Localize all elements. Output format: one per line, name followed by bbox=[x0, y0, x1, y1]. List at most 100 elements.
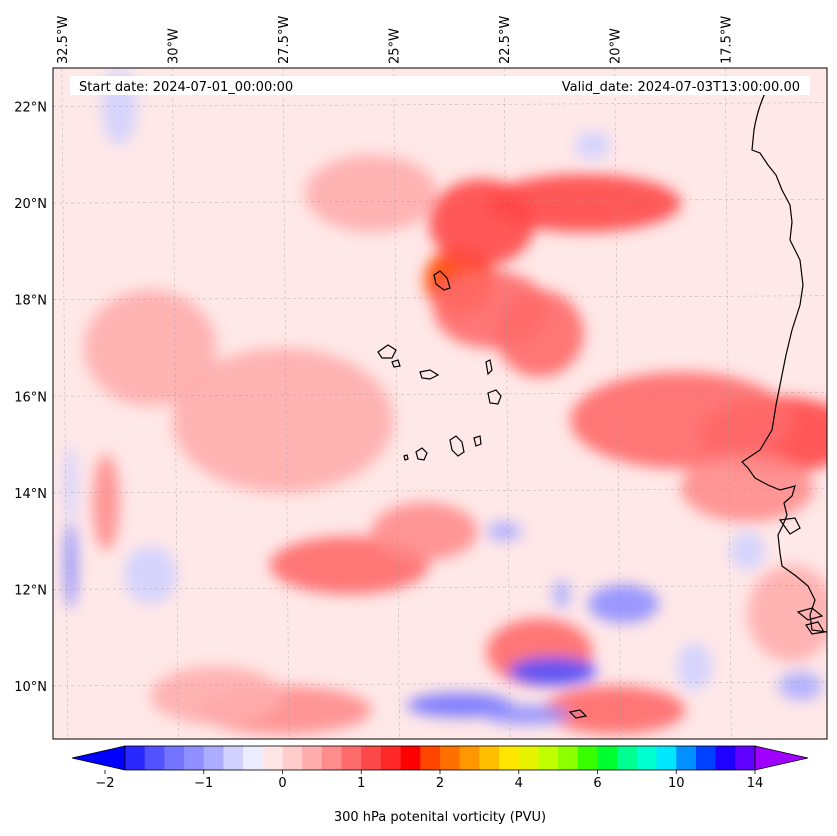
colorbar-tick-label: 0 bbox=[278, 776, 286, 791]
colorbar-extend-low bbox=[71, 745, 126, 771]
latitude-label: 18°N bbox=[14, 294, 47, 309]
colorbar-cell bbox=[361, 746, 382, 770]
colorbar-cell bbox=[440, 746, 461, 770]
pv-feature-6 bbox=[570, 372, 792, 469]
pv-feature-16 bbox=[83, 290, 217, 406]
colorbar-tick-label: −1 bbox=[194, 776, 213, 791]
pv-feature-32 bbox=[123, 545, 177, 604]
colorbar-cell bbox=[518, 746, 539, 770]
colorbar-cell bbox=[735, 746, 756, 770]
pv-feature-25 bbox=[64, 444, 78, 522]
pv-feature-14 bbox=[92, 454, 120, 551]
coast-islet-a bbox=[778, 517, 801, 535]
colorbar-cell bbox=[656, 746, 677, 770]
high-pv-core-contour-south bbox=[568, 709, 588, 719]
longitude-labels: 32.5°W 30°W 27.5°W 25°W 22.5°W 20°W 17.5°W bbox=[56, 16, 734, 64]
island-santiago bbox=[449, 435, 465, 457]
valid-date-label: Valid_date: 2024-07-03T13:00:00.00 bbox=[562, 80, 800, 95]
pv-feature-7 bbox=[681, 454, 814, 522]
colorbar-tick-label: 14 bbox=[747, 776, 764, 791]
colorbar-cells bbox=[71, 745, 809, 771]
meridian-line bbox=[393, 68, 400, 739]
colorbar-cell bbox=[420, 746, 441, 770]
colorbar-cell bbox=[243, 746, 264, 770]
colorbar-tick-label: 4 bbox=[515, 776, 523, 791]
pv-feature-15 bbox=[305, 154, 438, 233]
longitude-label: 22.5°W bbox=[498, 16, 513, 64]
meridian-line bbox=[172, 68, 179, 739]
pv-feature-2 bbox=[486, 174, 682, 233]
meridian-line bbox=[61, 68, 69, 739]
map-area: Start date: 2024-07-01_00:00:00 Valid_da… bbox=[53, 68, 827, 739]
africa-coastline bbox=[741, 83, 827, 633]
colorbar-cell bbox=[282, 746, 303, 770]
meridian-line bbox=[724, 68, 732, 739]
colorbar-tick-label: 6 bbox=[593, 776, 601, 791]
island-maio bbox=[473, 435, 482, 447]
island-brava bbox=[403, 454, 409, 461]
colorbar-cell bbox=[676, 746, 697, 770]
pv-feature-21 bbox=[482, 705, 571, 725]
island-santo-antao bbox=[377, 344, 397, 359]
pv-feature-22 bbox=[588, 584, 659, 624]
colorbar-cell bbox=[203, 746, 224, 770]
colorbar-cell bbox=[321, 746, 343, 770]
pv-feature-27 bbox=[486, 521, 522, 542]
colorbar-cell bbox=[144, 746, 165, 770]
pv-feature-4 bbox=[433, 270, 549, 348]
pv-feature-30 bbox=[729, 531, 766, 571]
latitude-label: 16°N bbox=[14, 390, 47, 405]
coast-islet-c bbox=[805, 621, 825, 635]
meridian-line bbox=[614, 68, 622, 739]
pv-feature-11 bbox=[543, 685, 686, 735]
latitude-label: 10°N bbox=[14, 680, 47, 695]
longitude-label: 17.5°W bbox=[719, 16, 734, 64]
latitude-label: 22°N bbox=[14, 101, 47, 116]
pv-feature-13 bbox=[150, 666, 283, 725]
longitude-label: 20°W bbox=[609, 28, 624, 64]
colorbar-cell bbox=[558, 746, 579, 770]
colorbar-ticks: −2 −1 0 1 2 4 6 10 14 bbox=[95, 770, 763, 791]
pv-feature-19 bbox=[508, 656, 598, 686]
colorbar-cell bbox=[577, 746, 598, 770]
pv-feature-24 bbox=[64, 521, 78, 609]
colorbar-title: 300 hPa potenital vorticity (PVU) bbox=[334, 810, 546, 825]
colorbar-extend-high bbox=[754, 745, 809, 771]
island-boa-vista bbox=[487, 389, 502, 405]
coast-islet-b bbox=[796, 607, 824, 621]
colorbar-cell bbox=[302, 746, 323, 770]
colorbar-cell bbox=[262, 746, 283, 770]
map-frame bbox=[52, 67, 828, 740]
pv-feature-18 bbox=[172, 347, 394, 493]
colorbar-cell bbox=[538, 746, 559, 770]
latitude-label: 20°N bbox=[14, 197, 47, 212]
pv-feature-28 bbox=[778, 671, 823, 701]
longitude-label: 27.5°W bbox=[277, 16, 292, 64]
longitude-label: 32.5°W bbox=[56, 16, 71, 64]
colorbar-cell bbox=[715, 746, 736, 770]
colorbar-cell bbox=[597, 746, 618, 770]
coastline-layer bbox=[377, 83, 827, 719]
colorbar-cell bbox=[636, 746, 658, 770]
colorbar-tick-label: −2 bbox=[95, 776, 114, 791]
island-sao-nicolau bbox=[419, 369, 440, 380]
info-box: Start date: 2024-07-01_00:00:00 Valid_da… bbox=[70, 76, 810, 95]
colorbar-tick-label: 1 bbox=[357, 776, 365, 791]
island-sal bbox=[485, 359, 493, 376]
pv-feature-9 bbox=[371, 502, 478, 561]
pv-feature-23 bbox=[552, 579, 571, 609]
colorbar-cell bbox=[617, 746, 638, 770]
longitude-label: 30°W bbox=[166, 28, 181, 64]
colorbar: −2 −1 0 1 2 4 6 10 14 300 hPa potenital vorticit… bbox=[71, 745, 809, 825]
info-box-background bbox=[70, 76, 810, 95]
colorbar-cell bbox=[184, 746, 205, 770]
island-fogo bbox=[415, 447, 428, 461]
colorbar-cell bbox=[400, 746, 421, 770]
meridian-line bbox=[282, 68, 290, 739]
island-sao-vicente bbox=[391, 359, 401, 368]
meridian-line bbox=[503, 68, 511, 739]
longitude-label: 25°W bbox=[388, 28, 403, 64]
colorbar-cell bbox=[164, 746, 185, 770]
colorbar-cell bbox=[479, 746, 500, 770]
